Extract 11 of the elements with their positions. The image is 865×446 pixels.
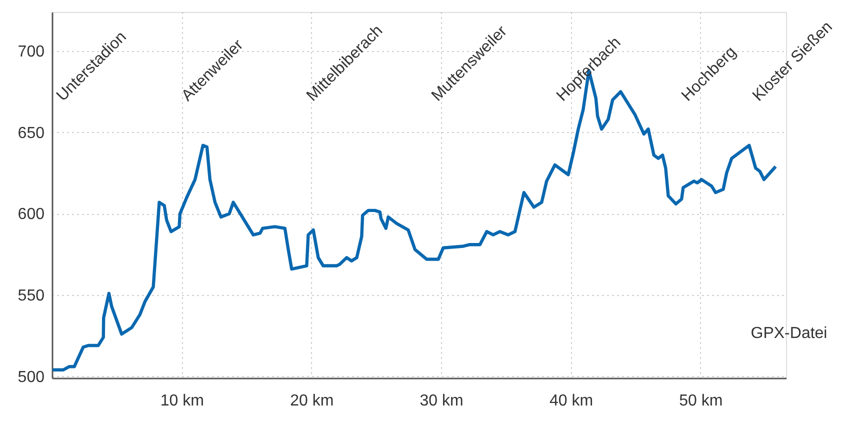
x-tick-label: 50 km bbox=[679, 392, 723, 410]
y-tick-label: 550 bbox=[18, 288, 45, 305]
annotation: GPX-Datei bbox=[750, 325, 828, 342]
y-tick-label: 500 bbox=[18, 368, 45, 386]
x-tick-label: 20 km bbox=[290, 392, 334, 410]
y-tick-label: 700 bbox=[18, 44, 45, 61]
y-tick-label: 600 bbox=[18, 206, 45, 224]
y-tick-label: 650 bbox=[18, 124, 45, 142]
x-tick-label: 10 km bbox=[160, 392, 204, 410]
x-tick-label: 30 km bbox=[420, 392, 464, 410]
x-tick-label: 40 km bbox=[549, 392, 594, 410]
